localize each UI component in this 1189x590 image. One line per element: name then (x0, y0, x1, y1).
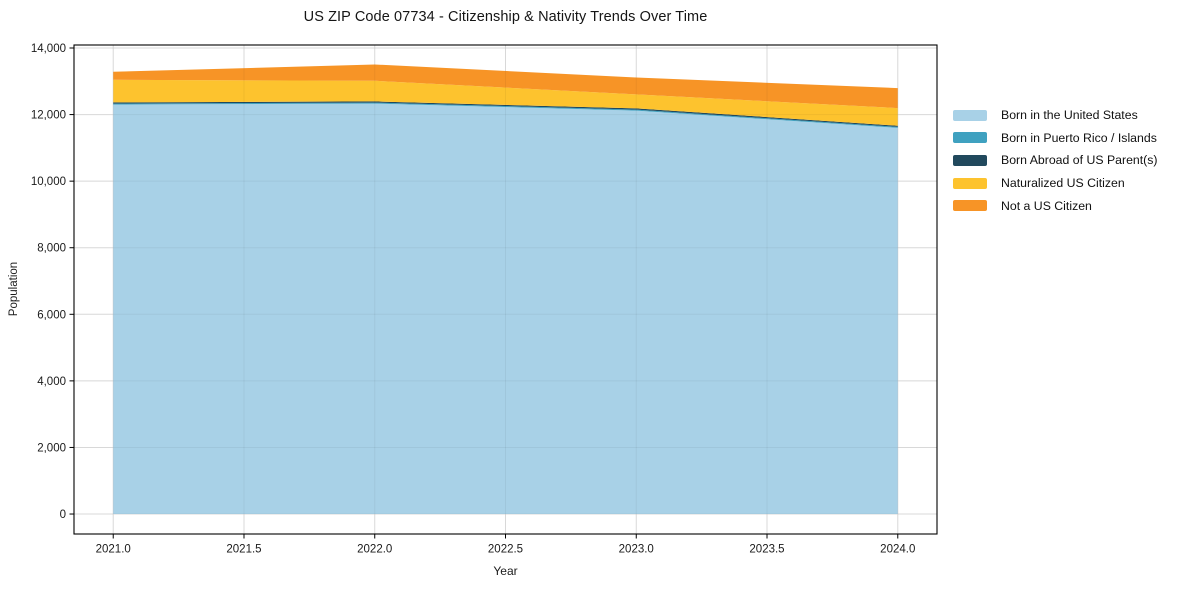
y-tick-label: 0 (60, 509, 66, 521)
x-tick-label: 2022.5 (488, 544, 523, 556)
legend-item-0: Born in the United States (953, 104, 1158, 127)
y-tick-label: 2,000 (37, 442, 66, 454)
y-tick-label: 14,000 (31, 43, 66, 55)
area-series-4 (113, 64, 898, 109)
y-tick-label: 8,000 (37, 243, 66, 255)
x-axis-label: Year (493, 564, 518, 578)
legend-swatch-icon (953, 132, 987, 144)
legend-swatch-icon (953, 177, 987, 189)
legend-swatch-icon (953, 200, 987, 212)
y-axis-label: Population (8, 261, 20, 317)
legend-label: Not a US Citizen (1001, 198, 1092, 213)
legend-label: Born Abroad of US Parent(s) (1001, 153, 1158, 168)
legend-label: Born in the United States (1001, 108, 1138, 123)
legend-label: Naturalized US Citizen (1001, 176, 1125, 191)
y-tick-label: 10,000 (31, 176, 66, 188)
y-tick-label: 12,000 (31, 110, 66, 122)
legend-item-4: Not a US Citizen (953, 194, 1158, 217)
legend-item-3: Naturalized US Citizen (953, 172, 1158, 195)
legend-item-1: Born in Puerto Rico / Islands (953, 127, 1158, 150)
legend-label: Born in Puerto Rico / Islands (1001, 130, 1157, 145)
y-tick-label: 6,000 (37, 309, 66, 321)
legend-swatch-icon (953, 154, 987, 166)
area-series-3 (113, 79, 898, 126)
x-tick-label: 2022.0 (357, 544, 392, 556)
x-tick-label: 2021.0 (96, 544, 131, 556)
legend-item-2: Born Abroad of US Parent(s) (953, 149, 1158, 172)
chart-title: US ZIP Code 07734 - Citizenship & Nativi… (303, 9, 708, 25)
x-tick-label: 2023.0 (619, 544, 654, 556)
x-tick-label: 2023.5 (749, 544, 784, 556)
legend: Born in the United States Born in Puerto … (953, 104, 1158, 217)
x-tick-label: 2024.0 (880, 544, 915, 556)
x-tick-label: 2021.5 (226, 544, 261, 556)
y-tick-label: 4,000 (37, 376, 66, 388)
legend-swatch-icon (953, 109, 987, 121)
area-series-0 (113, 103, 898, 515)
